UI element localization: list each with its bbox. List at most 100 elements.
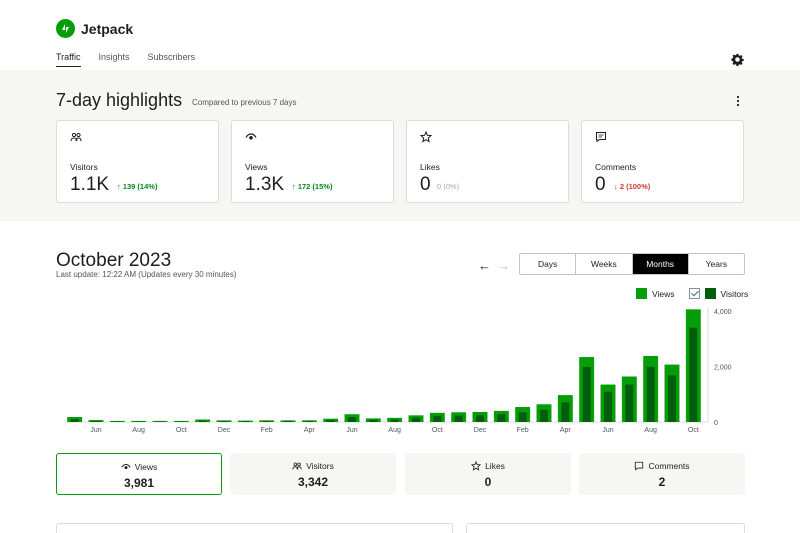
bar-visitors [603, 391, 613, 422]
legend-views: Views [652, 288, 675, 299]
traffic-section: October 2023 Last update: 12:22 AM (Upda… [0, 221, 800, 533]
tab-subscribers[interactable]: Subscribers [147, 52, 196, 62]
top-header: Jetpack Traffic Insights Subscribers [0, 0, 800, 70]
x-tick-label: Jun [90, 427, 101, 434]
bar-visitors [433, 415, 442, 422]
card-delta: ↑ 172 (15%) [292, 182, 333, 191]
next-period-icon[interactable]: → [497, 258, 510, 273]
tile-value: 3,981 [123, 476, 155, 490]
bar-visitors [411, 417, 421, 422]
tile-visitors[interactable]: Visitors 3,342 [230, 453, 396, 495]
highlights-section: 7-day highlights Compared to previous 7 … [0, 70, 800, 221]
highlight-card-views: Views 1.3K ↑ 172 (15%) [231, 120, 394, 203]
jetpack-logo-icon [56, 19, 75, 38]
x-tick-label: Aug [644, 427, 657, 434]
bar-visitors [518, 412, 527, 422]
bar-visitors [667, 375, 677, 422]
bar-views [216, 420, 232, 422]
summary-tiles: Views 3,981 Visitors 3,342 Likes 0 Comme… [56, 453, 745, 495]
previous-period-icon[interactable]: ← [478, 258, 491, 273]
y-tick-label: 0 [714, 420, 718, 427]
bar-visitors [369, 419, 378, 422]
interval-years[interactable]: Years [705, 259, 728, 269]
x-tick-label: Oct [688, 427, 699, 434]
bar-visitors [198, 420, 207, 422]
card-value: 0 [420, 174, 431, 195]
interval-days[interactable]: Days [520, 254, 577, 274]
y-tick-label: 2,000 [714, 365, 732, 372]
brand: Jetpack [56, 19, 133, 38]
bar-visitors [262, 420, 271, 422]
bar-visitors [305, 420, 314, 422]
x-tick-label: Oct [176, 427, 187, 434]
more-options-icon[interactable] [733, 94, 743, 108]
bar-visitors [582, 367, 591, 422]
tab-insights[interactable]: Insights [98, 52, 130, 62]
x-tick-label: Aug [388, 427, 401, 434]
card-label: Comments [595, 162, 637, 172]
card-value: 1.1K [70, 174, 110, 195]
legend-visitors: Visitors [720, 288, 749, 299]
bar-visitors [283, 420, 293, 422]
card-value: 1.3K [245, 174, 285, 195]
tile-views[interactable]: Views 3,981 [56, 453, 222, 495]
tab-traffic[interactable]: Traffic [56, 52, 81, 67]
bar-visitors [497, 414, 506, 422]
x-tick-label: Feb [261, 427, 273, 434]
visitors-toggle-checkbox[interactable] [688, 288, 700, 299]
tile-label: Likes [485, 461, 505, 471]
tile-label-row: Likes [405, 461, 571, 471]
interval-months[interactable]: Months [632, 254, 689, 274]
x-tick-label: Apr [304, 427, 316, 434]
bar-visitors [326, 420, 335, 422]
bar-visitors [390, 419, 399, 422]
legend-swatch-views [636, 288, 647, 299]
card-delta: 0 (0%) [437, 182, 460, 191]
bar-visitors [177, 421, 186, 422]
bar-visitors [689, 327, 698, 422]
highlight-card-likes: Likes 0 0 (0%) [406, 120, 569, 203]
tile-value: 3,342 [297, 475, 329, 489]
star-icon [420, 131, 432, 143]
people-icon [292, 462, 302, 470]
people-icon [70, 132, 82, 142]
bar-visitors [539, 409, 549, 422]
tile-value: 2 [658, 475, 666, 489]
bar-visitors [646, 366, 655, 422]
period-navigation: ← → [478, 258, 510, 273]
gear-icon[interactable] [731, 53, 744, 66]
comment-icon [596, 132, 606, 143]
bar-visitors [219, 421, 229, 422]
tile-value: 0 [484, 475, 492, 489]
chart-legend: Views Visitors [636, 288, 748, 299]
bar-visitors [70, 418, 79, 422]
x-tick-label: Aug [132, 427, 145, 434]
bar-visitors [454, 415, 463, 422]
highlight-card-comments: Comments 0 ↓ 2 (100%) [581, 120, 744, 203]
bar-visitors [91, 420, 101, 422]
interval-weeks[interactable]: Weeks [576, 254, 633, 274]
tile-label-row: Visitors [230, 461, 396, 471]
tile-label: Comments [648, 461, 690, 471]
bar-visitors [241, 421, 250, 422]
card-delta: ↑ 139 (14%) [117, 182, 158, 191]
x-tick-label: Apr [560, 427, 572, 434]
bar-visitors [134, 421, 143, 422]
card-label: Views [245, 162, 268, 172]
tile-comments[interactable]: Comments 2 [579, 453, 745, 495]
card-label: Likes [420, 162, 440, 172]
bar-visitors [347, 417, 357, 422]
card-delta: ↓ 2 (100%) [614, 182, 651, 191]
x-tick-label: Dec [474, 427, 487, 434]
tile-likes[interactable]: Likes 0 [405, 453, 571, 495]
brand-name: Jetpack [81, 20, 134, 37]
highlights-subtitle: Compared to previous 7 days [192, 98, 297, 107]
bar-visitors [475, 415, 485, 422]
bar-visitors [113, 421, 122, 422]
star-icon [471, 461, 482, 471]
tile-label: Visitors [306, 461, 334, 471]
period-title: October 2023 [56, 250, 172, 271]
x-tick-label: Jun [602, 427, 613, 434]
card-value: 0 [595, 174, 606, 195]
x-tick-label: Jun [346, 427, 357, 434]
